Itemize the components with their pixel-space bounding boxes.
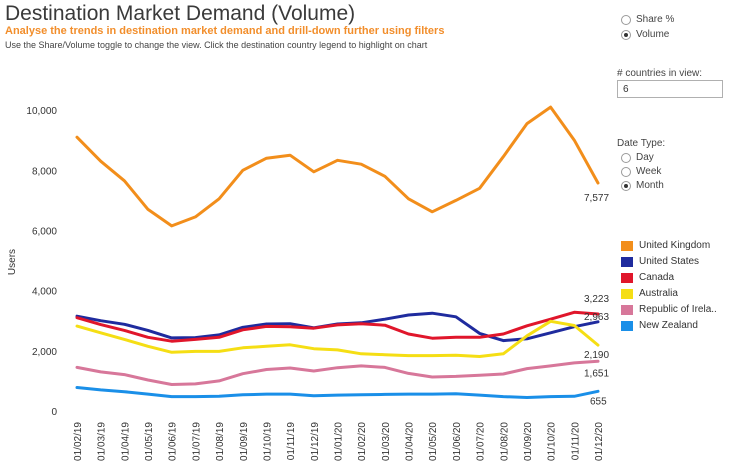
- radio-circle-icon: [621, 14, 631, 25]
- end-value-label: 7,577: [584, 193, 609, 204]
- line-chart: 0 2,000 4,000 6,000 8,000 10,000 Users 01/02/…: [7, 105, 609, 461]
- page-subtitle: Analyse the trends in destination market…: [5, 25, 445, 37]
- x-tick-label: 01/07/19: [191, 422, 202, 461]
- share-toggle-label: Share %: [636, 14, 675, 25]
- y-tick-label: 6,000: [32, 226, 57, 237]
- x-tick-label: 01/12/20: [594, 422, 605, 461]
- date-type-week-label: Week: [636, 166, 662, 177]
- x-tick-label: 01/06/20: [452, 422, 463, 461]
- y-axis: 0 2,000 4,000 6,000 8,000 10,000: [26, 106, 57, 418]
- y-tick-label: 0: [51, 407, 57, 418]
- radio-checked-icon: [621, 180, 631, 191]
- x-tick-label: 01/09/19: [239, 422, 250, 461]
- legend-item-united-states[interactable]: United States: [621, 256, 699, 267]
- legend-swatch: [621, 256, 633, 267]
- x-tick-label: 01/04/20: [405, 422, 416, 461]
- x-tick-label: 01/01/20: [334, 422, 345, 461]
- x-tick-label: 01/03/20: [381, 422, 392, 461]
- share-toggle-radio[interactable]: Share %: [621, 14, 674, 25]
- series-line-canada[interactable]: [75, 310, 600, 343]
- legend-swatch: [621, 288, 633, 299]
- radio-checked-icon: [621, 29, 631, 40]
- x-tick-label: 01/12/19: [310, 422, 321, 461]
- radio-circle-icon: [621, 152, 631, 163]
- series-line-united-kingdom[interactable]: [75, 105, 600, 228]
- x-tick-label: 01/10/20: [547, 422, 558, 461]
- legend-item-new-zealand[interactable]: New Zealand: [621, 320, 698, 331]
- series-layer: [75, 105, 600, 399]
- end-value-label: 3,223: [584, 294, 609, 305]
- legend-label: Republic of Irela..: [639, 304, 717, 315]
- y-tick-label: 2,000: [32, 347, 57, 358]
- y-tick-label: 8,000: [32, 166, 57, 177]
- page-title: Destination Market Demand (Volume): [5, 2, 356, 25]
- legend-item-united-kingdom[interactable]: United Kingdom: [621, 240, 710, 251]
- radio-circle-icon: [621, 166, 631, 177]
- x-tick-label: 01/04/19: [120, 422, 131, 461]
- x-tick-label: 01/08/19: [215, 422, 226, 461]
- x-tick-label: 01/03/19: [97, 422, 108, 461]
- x-tick-label: 01/08/20: [499, 422, 510, 461]
- legend-item-australia[interactable]: Australia: [621, 288, 678, 299]
- end-value-label: 2,190: [584, 350, 609, 361]
- end-value-label: 655: [590, 396, 607, 407]
- date-type-label: Date Type:: [617, 138, 666, 149]
- legend-item-canada[interactable]: Canada: [621, 272, 674, 283]
- legend-swatch: [621, 304, 633, 315]
- legend-label: Canada: [639, 272, 675, 283]
- x-tick-label: 01/02/19: [73, 422, 84, 461]
- x-tick-label: 01/05/20: [428, 422, 439, 461]
- legend-item-republic-of-ireland[interactable]: Republic of Irela..: [621, 304, 717, 315]
- legend-label: Australia: [639, 288, 678, 299]
- y-axis-label: Users: [7, 249, 18, 275]
- x-tick-label: 01/11/20: [570, 422, 581, 461]
- legend-swatch: [621, 272, 633, 283]
- x-tick-label: 01/06/19: [168, 422, 179, 461]
- countries-in-view-label: # countries in view:: [617, 68, 703, 79]
- x-tick-label: 01/07/20: [476, 422, 487, 461]
- y-tick-label: 4,000: [32, 287, 57, 298]
- legend-label: United States: [639, 256, 700, 267]
- date-type-month-label: Month: [636, 180, 664, 191]
- end-value-label: 2,963: [584, 312, 609, 323]
- x-axis: 01/02/19 01/03/19 01/04/19 01/05/19 01/06/19…: [73, 422, 605, 461]
- volume-toggle-label: Volume: [636, 29, 670, 40]
- y-tick-label: 10,000: [26, 106, 57, 117]
- series-line-republic-of-irela[interactable]: [75, 359, 600, 386]
- x-tick-label: 01/10/19: [262, 422, 273, 461]
- x-tick-label: 01/09/20: [523, 422, 534, 461]
- legend-swatch: [621, 320, 633, 331]
- date-type-week-radio[interactable]: Week: [621, 166, 661, 177]
- date-type-month-radio[interactable]: Month: [621, 180, 664, 191]
- x-tick-label: 01/05/19: [144, 422, 155, 461]
- countries-in-view-input[interactable]: [617, 80, 723, 98]
- help-text: Use the Share/Volume toggle to change th…: [5, 40, 428, 50]
- legend-swatch: [621, 240, 633, 251]
- end-value-label: 1,651: [584, 368, 609, 379]
- date-type-day-radio[interactable]: Day: [621, 152, 654, 163]
- legend-label: New Zealand: [639, 320, 698, 331]
- date-type-day-label: Day: [636, 152, 654, 163]
- series-line-new-zealand[interactable]: [75, 386, 600, 399]
- volume-toggle-radio[interactable]: Volume: [621, 29, 669, 40]
- x-tick-label: 01/02/20: [357, 422, 368, 461]
- legend-label: United Kingdom: [639, 240, 711, 251]
- x-tick-label: 01/11/19: [286, 422, 297, 461]
- series-line-australia[interactable]: [75, 319, 600, 358]
- end-labels: 7,577 2,963 3,223 2,190 1,651 655: [584, 193, 609, 407]
